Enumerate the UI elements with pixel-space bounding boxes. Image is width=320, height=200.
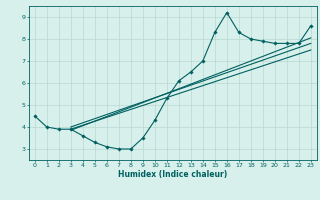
X-axis label: Humidex (Indice chaleur): Humidex (Indice chaleur)	[118, 170, 228, 179]
